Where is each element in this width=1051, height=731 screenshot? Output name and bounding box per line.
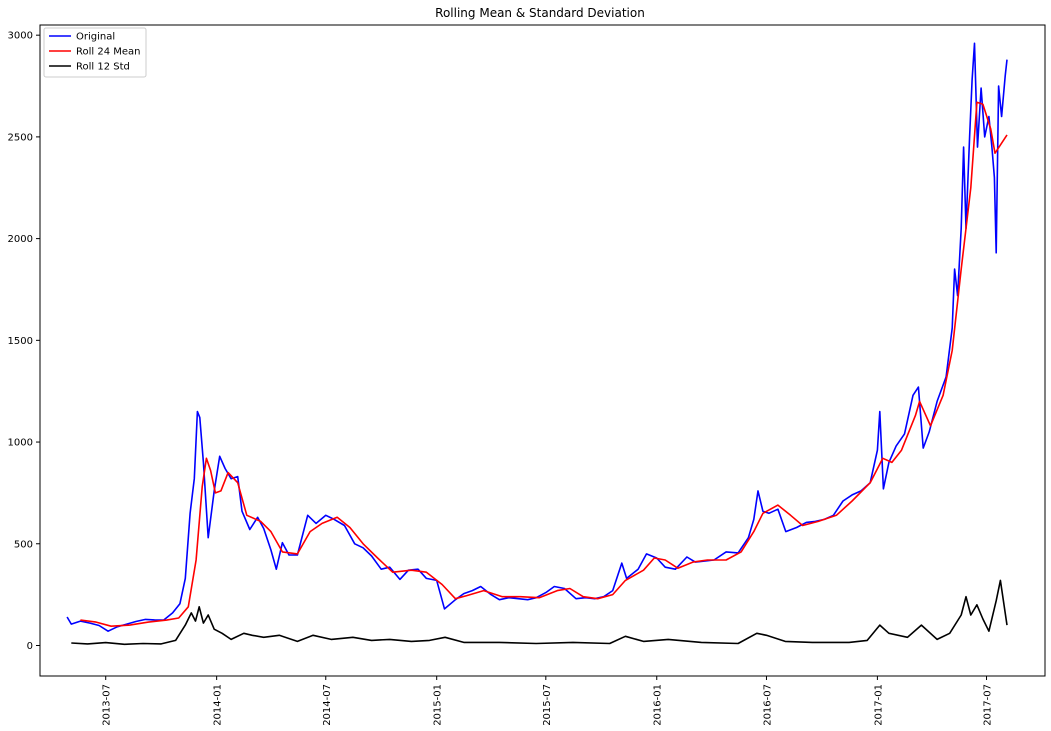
y-tick-label: 1000: [8, 438, 33, 449]
series-line-0: [66, 42, 1008, 632]
series-line-2: [71, 579, 1008, 646]
y-tick-label: 3000: [8, 31, 33, 42]
plot-frame: [39, 24, 1046, 677]
x-tick-label: 2014-01: [213, 684, 224, 726]
x-tick-label: 2014-07: [322, 684, 333, 726]
y-tick-label: 500: [14, 539, 33, 550]
x-tick-label: 2015-07: [542, 684, 553, 726]
x-tick-label: 2017-01: [873, 684, 884, 726]
series-line-1: [80, 101, 1008, 627]
legend-frame: [43, 27, 147, 78]
legend-entry: Original: [76, 32, 115, 43]
legend-entry: Roll 12 Std: [76, 62, 130, 73]
y-tick-label: 0: [27, 641, 33, 652]
y-tick-label: 2000: [8, 234, 33, 245]
y-tick-label: 2500: [8, 132, 33, 143]
x-tick-label: 2017-07: [983, 684, 994, 726]
x-tick-label: 2016-01: [653, 684, 664, 726]
x-tick-label: 2016-07: [762, 684, 773, 726]
x-tick-label: 2015-01: [433, 684, 444, 726]
axes-layer: 0 500 1000 1500 2000 2500 3000 2013-07 2014-01 20…: [8, 24, 1046, 726]
legend-entry: Roll 24 Mean: [76, 47, 141, 58]
series-layer: [66, 42, 1008, 646]
y-tick-label: 1500: [8, 336, 33, 347]
legend: Original Roll 24 Mean Roll 12 Std: [43, 27, 147, 78]
chart-title: Rolling Mean & Standard Deviation: [435, 6, 645, 20]
x-tick-label: 2013-07: [102, 684, 113, 726]
